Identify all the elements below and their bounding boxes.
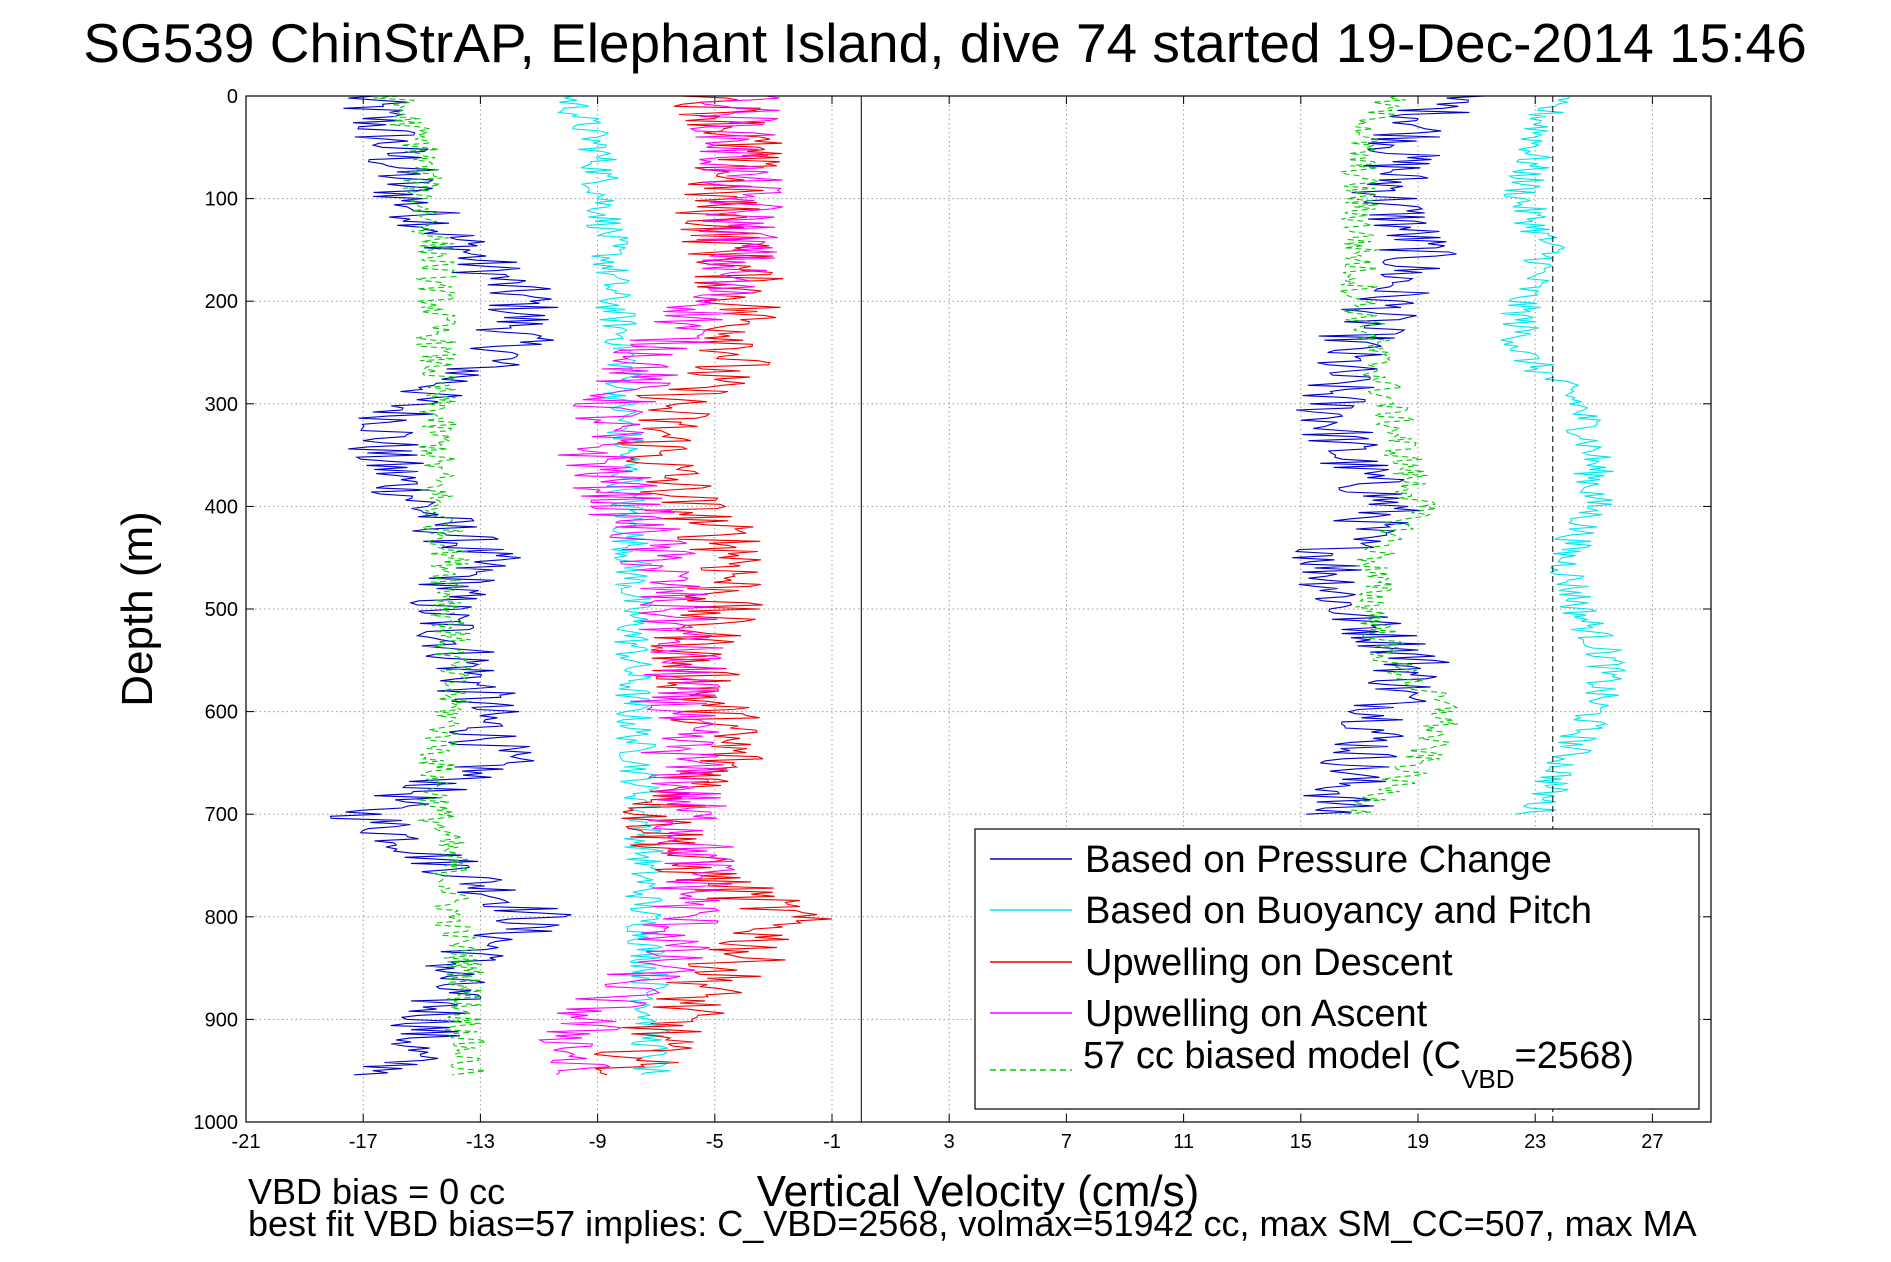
legend-label-model-sub: VBD: [1461, 1064, 1514, 1094]
y-axis-title: Depth (m): [113, 511, 162, 707]
legend: Based on Pressure Change Based on Buoyan…: [974, 828, 1700, 1110]
legend-label-model: 57 cc biased model (CVBD=2568): [1083, 1035, 1634, 1094]
y-tick-label: 100: [205, 189, 238, 211]
footnote-vbd-bias: VBD bias = 0 cc: [248, 1171, 505, 1212]
x-tick-label: -21: [232, 1131, 261, 1153]
series-1-descent-line: [556, 96, 671, 1076]
plot-border: [245, 95, 1712, 1123]
series-3-line: [537, 96, 783, 1076]
series-1-ascent-line: [1500, 96, 1627, 815]
legend-label-descent: Upwelling on Descent: [1085, 942, 1453, 984]
x-tick-label: 11: [1173, 1131, 1194, 1153]
legend-label-model-end: =2568): [1515, 1035, 1634, 1077]
chart-title: SG539 ChinStrAP, Elephant Island, dive 7…: [83, 12, 1806, 74]
series-4-descent-line: [373, 96, 487, 1076]
legend-label-pressure: Based on Pressure Change: [1085, 839, 1552, 881]
y-tick-label: 0: [227, 86, 238, 108]
y-tick-label: 700: [205, 804, 238, 826]
x-tick-label: -1: [823, 1131, 841, 1153]
y-axis-ticks: 0 100 200 300 400 500 600 700 800 900 1000: [194, 86, 1711, 1134]
y-tick-label: 400: [205, 496, 238, 518]
x-tick-label: -13: [466, 1131, 495, 1153]
y-tick-label: 200: [205, 291, 238, 313]
x-tick-label: 15: [1290, 1131, 1312, 1153]
x-tick-label: -17: [349, 1131, 378, 1153]
data-series: [329, 96, 1627, 1076]
series-0-ascent-line: [1292, 96, 1486, 815]
x-axis-title: Vertical Velocity (cm/s): [757, 1167, 1200, 1216]
footnote-best-fit: best fit VBD bias=57 implies: C_VBD=2568…: [248, 1203, 1697, 1244]
x-axis-ticks: -21 -17 -13 -9 -5 -1 3 7 11 15 19 23 27: [232, 96, 1664, 1153]
legend-box: [974, 828, 1700, 1110]
x-tick-label: 7: [1061, 1131, 1072, 1153]
x-tick-label: -5: [706, 1131, 724, 1153]
y-tick-label: 1000: [194, 1112, 239, 1134]
y-tick-label: 600: [205, 702, 238, 724]
x-tick-label: -9: [589, 1131, 607, 1153]
y-tick-label: 900: [205, 1009, 238, 1031]
x-tick-label: 27: [1641, 1131, 1663, 1153]
series-0-descent-line: [329, 96, 572, 1076]
legend-label-model-main: 57 cc biased model (C: [1083, 1035, 1461, 1077]
x-tick-label: 3: [944, 1131, 955, 1153]
y-tick-label: 500: [205, 599, 238, 621]
legend-label-ascent: Upwelling on Ascent: [1085, 993, 1428, 1035]
y-tick-label: 300: [205, 394, 238, 416]
y-tick-label: 800: [205, 907, 238, 929]
x-tick-label: 19: [1407, 1131, 1429, 1153]
legend-label-buoyancy: Based on Buoyancy and Pitch: [1085, 890, 1592, 932]
series-4-ascent-line: [1338, 96, 1459, 815]
x-tick-label: 23: [1524, 1131, 1546, 1153]
